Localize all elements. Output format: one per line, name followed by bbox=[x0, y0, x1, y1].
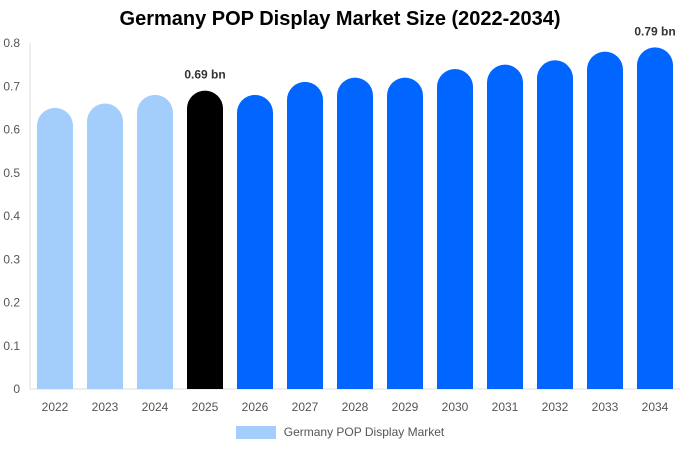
x-tick-label: 2030 bbox=[442, 400, 469, 414]
x-tick-label: 2032 bbox=[542, 400, 569, 414]
x-tick-label: 2028 bbox=[342, 400, 369, 414]
y-tick-label: 0.6 bbox=[3, 123, 20, 137]
data-label-2034: 0.79 bn bbox=[634, 24, 675, 38]
bar-2025[interactable] bbox=[187, 90, 223, 389]
bar-2024[interactable] bbox=[137, 94, 173, 389]
bars bbox=[37, 47, 673, 390]
x-tick-label: 2029 bbox=[392, 400, 419, 414]
bar-2033[interactable] bbox=[587, 51, 623, 390]
y-tick-label: 0.2 bbox=[3, 296, 20, 310]
bar-2030[interactable] bbox=[437, 68, 473, 389]
x-tick-label: 2031 bbox=[492, 400, 519, 414]
y-tick-label: 0.5 bbox=[3, 166, 20, 180]
bar-2028[interactable] bbox=[337, 77, 373, 389]
annotations: 0.69 bn 0.79 bn bbox=[184, 24, 675, 81]
bar-2027[interactable] bbox=[287, 81, 323, 390]
bar-2034[interactable] bbox=[637, 47, 673, 389]
x-tick-label: 2022 bbox=[42, 400, 69, 414]
bar-2029[interactable] bbox=[387, 77, 423, 389]
y-tick-label: 0.1 bbox=[3, 339, 20, 353]
legend-swatch bbox=[235, 425, 276, 439]
x-tick-label: 2023 bbox=[92, 400, 119, 414]
x-tick-label: 2027 bbox=[292, 400, 319, 414]
x-tick-label: 2024 bbox=[142, 400, 169, 414]
x-tick-label: 2033 bbox=[592, 400, 619, 414]
bar-2022[interactable] bbox=[37, 107, 73, 390]
x-tick-label: 2025 bbox=[192, 400, 219, 414]
y-tick-label: 0.4 bbox=[3, 209, 20, 223]
bar-2023[interactable] bbox=[87, 103, 123, 390]
y-axis: 0 0.1 0.2 0.3 0.4 0.5 0.6 0.7 0.8 bbox=[3, 36, 31, 396]
bar-2031[interactable] bbox=[487, 64, 523, 389]
x-axis: 2022 2023 2024 2025 2026 2027 2028 2029 2030 2031… bbox=[30, 388, 680, 414]
x-tick-label: 2026 bbox=[242, 400, 269, 414]
legend-label[interactable]: Germany POP Display Market bbox=[283, 425, 445, 439]
y-tick-label: 0.8 bbox=[3, 36, 20, 50]
y-tick-label: 0.7 bbox=[3, 79, 20, 93]
data-label-2025: 0.69 bn bbox=[184, 68, 225, 82]
y-tick-label: 0.3 bbox=[3, 252, 20, 266]
legend: Germany POP Display Market bbox=[0, 425, 680, 439]
bar-2026[interactable] bbox=[237, 94, 273, 389]
chart-title: Germany POP Display Market Size (2022-20… bbox=[119, 8, 561, 30]
y-tick-label: 0 bbox=[13, 382, 20, 396]
bar-2032[interactable] bbox=[537, 60, 573, 389]
x-tick-label: 2034 bbox=[642, 400, 669, 414]
